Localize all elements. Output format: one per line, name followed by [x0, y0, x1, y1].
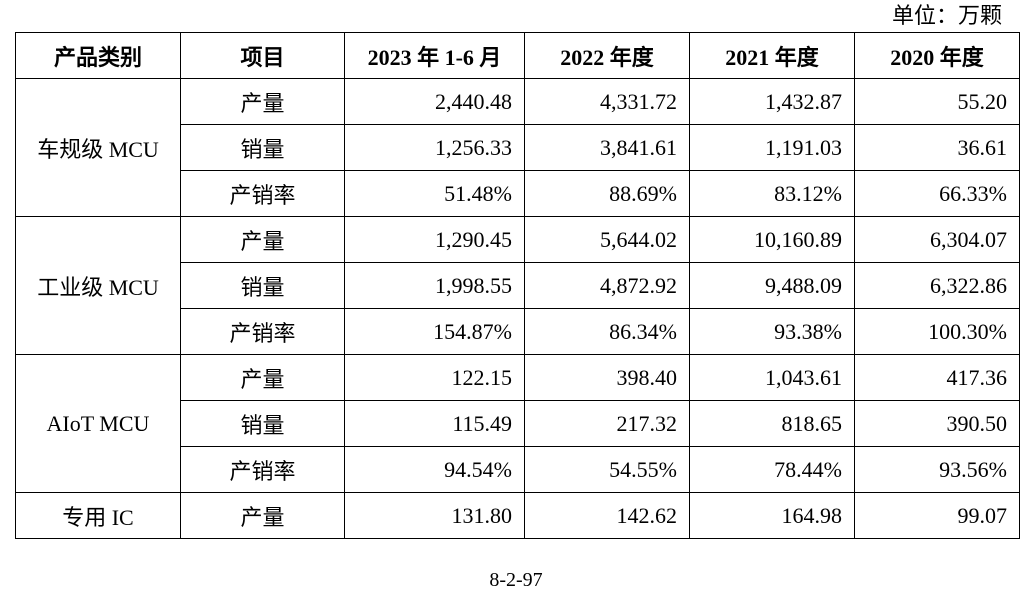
- table-row: 产销率 51.48% 88.69% 83.12% 66.33%: [16, 170, 1020, 217]
- value-cell: 390.50: [854, 400, 1020, 447]
- item-cell: 产量: [180, 78, 345, 125]
- item-cell: 产销率: [180, 308, 345, 355]
- category-cell: 工业级 MCU: [15, 216, 181, 355]
- item-cell: 产量: [180, 492, 345, 539]
- category-cell: 车规级 MCU: [15, 78, 181, 217]
- item-cell: 产销率: [180, 170, 345, 217]
- header-2021: 2021 年度: [689, 32, 855, 79]
- item-cell: 产量: [180, 354, 345, 401]
- table-row: 产销率 154.87% 86.34% 93.38% 100.30%: [16, 308, 1020, 355]
- table-row: 专用 IC 产量 131.80 142.62 164.98 99.07: [15, 492, 1020, 539]
- value-cell: 4,331.72: [524, 78, 690, 125]
- value-cell: 1,043.61: [689, 354, 855, 401]
- value-cell: 1,256.33: [344, 124, 525, 171]
- value-cell: 122.15: [344, 354, 525, 401]
- value-cell: 99.07: [854, 492, 1020, 539]
- value-cell: 10,160.89: [689, 216, 855, 263]
- value-cell: 1,998.55: [344, 262, 525, 309]
- item-cell: 销量: [180, 124, 345, 171]
- page-number: 8-2-97: [489, 569, 543, 591]
- header-2022: 2022 年度: [524, 32, 690, 79]
- value-cell: 78.44%: [689, 446, 855, 493]
- header-2020: 2020 年度: [854, 32, 1020, 79]
- value-cell: 100.30%: [854, 308, 1020, 355]
- header-2023h1: 2023 年 1-6 月: [344, 32, 525, 79]
- header-row: 产品类别 项目 2023 年 1-6 月 2022 年度 2021 年度 202…: [15, 32, 1020, 79]
- table-row: 销量 115.49 217.32 818.65 390.50: [16, 400, 1020, 447]
- item-cell: 产量: [180, 216, 345, 263]
- unit-label: 单位：万颗: [891, 3, 1002, 28]
- value-cell: 66.33%: [854, 170, 1020, 217]
- value-cell: 93.56%: [854, 446, 1020, 493]
- table-row: AIoT MCU 产量 122.15 398.40 1,043.61 417.3…: [15, 354, 1020, 493]
- value-cell: 217.32: [524, 400, 690, 447]
- value-cell: 2,440.48: [344, 78, 525, 125]
- value-cell: 55.20: [854, 78, 1020, 125]
- value-cell: 154.87%: [344, 308, 525, 355]
- value-cell: 51.48%: [344, 170, 525, 217]
- value-cell: 5,644.02: [524, 216, 690, 263]
- category-cell: AIoT MCU: [15, 354, 181, 493]
- value-cell: 6,304.07: [854, 216, 1020, 263]
- table-row: 车规级 MCU 产量 2,440.48 4,331.72 1,432.87 55…: [15, 78, 1020, 217]
- value-cell: 398.40: [524, 354, 690, 401]
- value-cell: 86.34%: [524, 308, 690, 355]
- value-cell: 164.98: [689, 492, 855, 539]
- item-cell: 产销率: [180, 446, 345, 493]
- value-cell: 142.62: [524, 492, 690, 539]
- value-cell: 88.69%: [524, 170, 690, 217]
- value-cell: 94.54%: [344, 446, 525, 493]
- value-cell: 36.61: [854, 124, 1020, 171]
- value-cell: 9,488.09: [689, 262, 855, 309]
- header-category: 产品类别: [15, 32, 181, 79]
- item-cell: 销量: [180, 262, 345, 309]
- value-cell: 1,191.03: [689, 124, 855, 171]
- table-row: 工业级 MCU 产量 1,290.45 5,644.02 10,160.89 6…: [15, 216, 1020, 355]
- value-cell: 6,322.86: [854, 262, 1020, 309]
- category-cell: 专用 IC: [15, 492, 181, 539]
- header-item: 项目: [180, 32, 345, 79]
- production-sales-table: 产品类别 项目 2023 年 1-6 月 2022 年度 2021 年度 202…: [15, 32, 1020, 539]
- value-cell: 93.38%: [689, 308, 855, 355]
- value-cell: 131.80: [344, 492, 525, 539]
- value-cell: 115.49: [344, 400, 525, 447]
- value-cell: 54.55%: [524, 446, 690, 493]
- value-cell: 83.12%: [689, 170, 855, 217]
- value-cell: 3,841.61: [524, 124, 690, 171]
- value-cell: 417.36: [854, 354, 1020, 401]
- value-cell: 1,290.45: [344, 216, 525, 263]
- value-cell: 4,872.92: [524, 262, 690, 309]
- table-row: 销量 1,998.55 4,872.92 9,488.09 6,322.86: [16, 262, 1020, 309]
- value-cell: 1,432.87: [689, 78, 855, 125]
- value-cell: 818.65: [689, 400, 855, 447]
- item-cell: 销量: [180, 400, 345, 447]
